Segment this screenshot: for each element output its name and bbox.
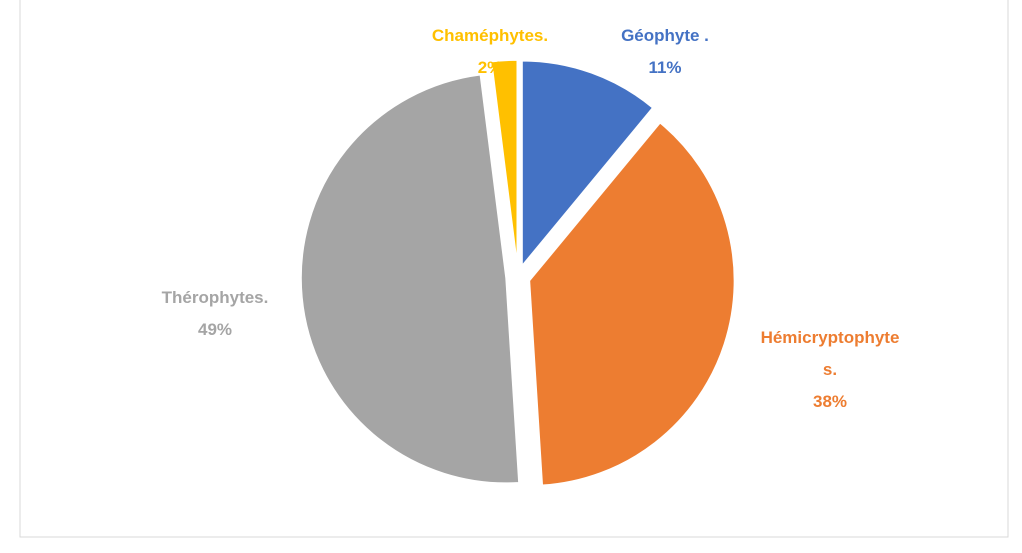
slice-label: Thérophytes. 49% — [115, 282, 315, 346]
pie-slice — [521, 59, 654, 268]
value-label: 49% — [197, 320, 233, 339]
category-label: Hémicryptophytes. — [760, 328, 900, 379]
category-label: Thérophytes. — [161, 288, 269, 307]
pie-slice — [300, 73, 520, 484]
category-label: Géophyte . — [621, 26, 709, 45]
pie-slice — [490, 59, 518, 266]
pie-slice — [528, 121, 736, 487]
value-label: 2% — [477, 58, 503, 77]
slice-label: Géophyte . 11% — [565, 20, 765, 84]
value-label: 38% — [812, 392, 848, 411]
slice-label: Chaméphytes. 2% — [390, 20, 590, 84]
category-label: Chaméphytes. — [431, 26, 549, 45]
chart-border — [19, 0, 1009, 538]
slice-label: Hémicryptophytes. 38% — [760, 322, 900, 418]
value-label: 11% — [648, 58, 682, 77]
